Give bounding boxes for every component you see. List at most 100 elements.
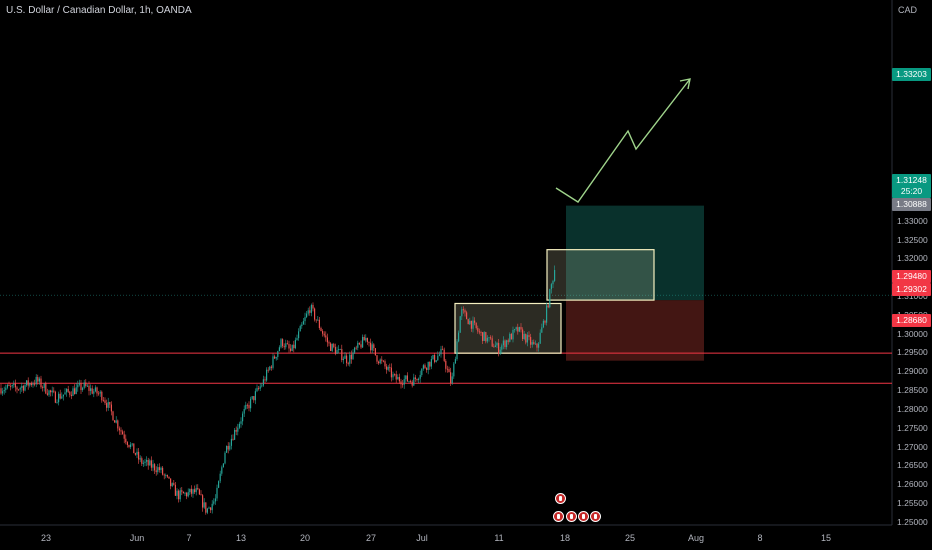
candle-body	[46, 393, 48, 395]
candle-body	[398, 377, 400, 382]
candle-body	[120, 430, 122, 432]
candle-body	[69, 391, 71, 395]
upper-level-badge: 1.29480	[892, 270, 931, 283]
candle-body	[453, 363, 455, 377]
candle-body	[118, 428, 120, 431]
candle-body	[30, 383, 32, 385]
candle-body	[446, 368, 448, 370]
candle-body	[368, 341, 370, 343]
time-tick-label: Aug	[687, 533, 705, 543]
candle-body	[34, 383, 36, 385]
candle-body	[0, 388, 2, 394]
economic-event-icon[interactable]	[553, 511, 564, 522]
candle-body	[88, 385, 90, 391]
candle-body	[234, 429, 236, 440]
candle-body	[104, 400, 106, 404]
economic-event-icon[interactable]	[555, 493, 566, 504]
candle-body	[310, 304, 312, 313]
candle-body	[126, 442, 128, 445]
price-tick-label: 1.25500	[897, 497, 928, 508]
candle-body	[450, 372, 452, 384]
candle-body	[122, 431, 124, 435]
price-tick-label: 1.26000	[897, 479, 928, 490]
economic-event-icon[interactable]	[566, 511, 577, 522]
candle-body	[243, 409, 245, 414]
candle-body	[152, 464, 154, 468]
candle-body	[174, 484, 176, 496]
candle-body	[405, 375, 407, 380]
candle-body	[261, 385, 263, 387]
candle-body	[552, 280, 554, 285]
candle-body	[74, 388, 76, 395]
candle-body	[496, 343, 498, 346]
candle-body	[165, 474, 167, 476]
candle-body	[235, 429, 237, 432]
candle-body	[173, 483, 175, 485]
candle-body	[301, 324, 303, 327]
candle-body	[26, 380, 28, 386]
candle-body	[352, 352, 354, 360]
candle-body	[80, 383, 82, 391]
candle-body	[27, 380, 29, 386]
candle-body	[83, 382, 85, 388]
candle-body	[418, 378, 420, 380]
candle-body	[2, 391, 4, 394]
candle-body	[501, 345, 503, 350]
candle-body	[202, 495, 204, 508]
candle-body	[178, 490, 180, 500]
candle-body	[248, 405, 250, 409]
candle-body	[318, 319, 320, 328]
candle-body	[157, 467, 159, 473]
time-tick-label: Jul	[416, 533, 428, 543]
candle-body	[67, 388, 69, 392]
candle-body	[526, 335, 528, 343]
candle-body	[290, 348, 292, 351]
candle-body	[298, 331, 300, 339]
candle-body	[16, 387, 18, 390]
candle-body	[37, 376, 39, 382]
candle-body	[101, 391, 103, 401]
candle-body	[278, 347, 280, 352]
candle-body	[149, 460, 151, 466]
candle-body	[42, 387, 44, 389]
candle-body	[451, 376, 453, 384]
candle-body	[395, 374, 397, 380]
candle-body	[490, 337, 492, 339]
candle-body	[54, 391, 56, 403]
candle-body	[72, 388, 74, 396]
candle-body	[45, 383, 47, 394]
candle-body	[374, 348, 376, 356]
candle-body	[312, 304, 314, 309]
range-box-1	[454, 302, 562, 354]
candle-body	[346, 355, 348, 364]
economic-event-icon[interactable]	[578, 511, 589, 522]
candle-body	[491, 338, 493, 347]
candle-body	[514, 329, 516, 331]
candle-body	[480, 332, 482, 333]
candle-body	[326, 337, 328, 343]
candle-body	[224, 452, 226, 464]
candle-body	[392, 374, 394, 378]
candle-body	[155, 470, 157, 473]
time-tick-label: 27	[365, 533, 377, 543]
candle-body	[536, 343, 538, 348]
economic-event-icon[interactable]	[590, 511, 601, 522]
candle-body	[139, 458, 141, 460]
candle-body	[432, 355, 434, 359]
candle-body	[354, 347, 356, 353]
candle-body	[379, 359, 381, 364]
candle-body	[347, 363, 349, 364]
candle-body	[58, 393, 60, 403]
candle-body	[142, 462, 144, 464]
candle-body	[531, 342, 533, 345]
candle-body	[50, 390, 52, 393]
candle-body	[363, 336, 365, 341]
candle-body	[107, 401, 109, 408]
candle-body	[464, 310, 466, 313]
price-tick-label: 1.30000	[897, 328, 928, 339]
price-tick-label: 1.28500	[897, 385, 928, 396]
candle-body	[275, 356, 277, 359]
candle-body	[493, 346, 495, 348]
candle-body	[221, 467, 223, 474]
